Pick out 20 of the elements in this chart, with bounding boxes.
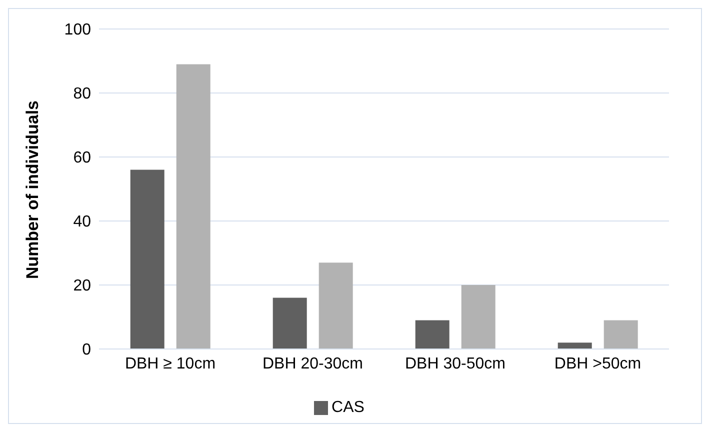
y-tick-label: 80 [73, 86, 92, 103]
bar [604, 320, 638, 349]
x-tick-label: DBH >50cm [554, 355, 642, 372]
x-tick-label: DBH 30-50cm [405, 355, 506, 372]
y-tick-label: 100 [64, 22, 92, 39]
bar [558, 342, 592, 349]
y-tick-label: 60 [73, 150, 92, 167]
legend-label: CAS [332, 399, 364, 416]
bar [130, 170, 164, 349]
bar [176, 64, 210, 349]
y-tick-label: 40 [73, 214, 92, 231]
y-tick-label: 20 [73, 278, 92, 295]
x-tick-label: DBH ≥ 10cm [124, 355, 216, 372]
x-tick-label: DBH 20-30cm [262, 355, 363, 372]
bar [318, 262, 353, 349]
y-tick-label: 0 [82, 342, 92, 359]
bar [272, 298, 307, 349]
bar [415, 320, 450, 349]
bar [461, 285, 496, 349]
y-axis-title: Number of individuals [23, 100, 42, 279]
